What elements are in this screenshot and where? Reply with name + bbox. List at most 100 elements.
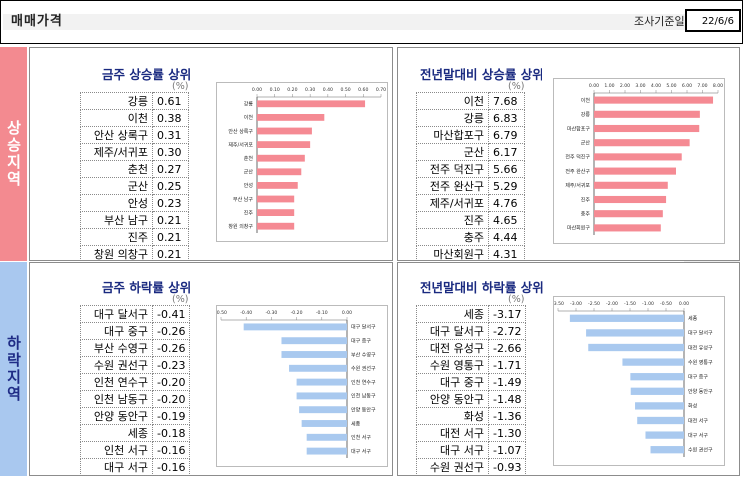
- bar: [622, 358, 684, 366]
- region-value: 6.17: [488, 143, 525, 161]
- table-row: 세종 -0.18: [80, 424, 191, 442]
- tick-label: -1.50: [624, 301, 636, 307]
- chart-svg: 0.00 1.00 2.00 3.00 4.00 5.00 6.00 7.00 8.00 이천강릉…: [565, 83, 723, 235]
- bar: [594, 210, 663, 218]
- region-value: -3.17: [487, 305, 527, 323]
- region-name: 전주 덕진구: [416, 160, 489, 178]
- region-name: 대구 중구: [416, 373, 489, 391]
- bar: [594, 110, 700, 118]
- tick-label: 2.00: [620, 83, 630, 89]
- region-value: -2.72: [487, 322, 527, 340]
- region-name: 진주: [416, 211, 489, 229]
- table-row: 전주 덕진구 5.66: [416, 160, 525, 178]
- region-value: 0.31: [152, 126, 189, 144]
- category-label: 대구 서구: [351, 448, 371, 455]
- category-label: 안양 동안구: [351, 407, 376, 414]
- region-value: -1.36: [487, 407, 527, 425]
- bar: [594, 124, 700, 133]
- tick-label: -0.10: [316, 310, 328, 316]
- tick-label: -0.50: [660, 301, 672, 307]
- region-name: 대구 달서구: [80, 305, 153, 323]
- data-table: 대구 달서구 -0.41 대구 중구 -0.26 부산 수영구 -0.26 수원 권선구 -0…: [80, 305, 191, 476]
- table-row: 군산 0.25: [80, 177, 189, 195]
- category-label: 강릉: [244, 101, 254, 108]
- category-label: 대구 달서구: [688, 330, 713, 337]
- region-value: 0.21: [152, 211, 189, 229]
- category-label: 마산합포구: [567, 125, 590, 132]
- bar: [306, 447, 347, 455]
- region-value: -0.16: [151, 458, 191, 476]
- table-row: 부산 남구 0.21: [80, 211, 189, 229]
- bar: [281, 351, 347, 358]
- region-name: 군산: [416, 143, 489, 161]
- table-row: 춘천 0.27: [80, 160, 189, 178]
- bar: [243, 323, 347, 331]
- panel-title: 전년말대비 하락률 상위: [420, 280, 544, 295]
- bar: [594, 167, 676, 175]
- table-row: 대구 중구 -1.49: [416, 373, 527, 391]
- category-label: 인천 남동구: [351, 393, 376, 400]
- region-name: 진주: [80, 228, 153, 246]
- region-name: 부산 수영구: [80, 339, 153, 357]
- table-row: 인천 서구 -0.16: [80, 441, 191, 459]
- category-label: 안양 동안구: [688, 388, 713, 395]
- table-row: 대구 달서구 -2.72: [416, 322, 527, 340]
- tick-label: 0.70: [376, 87, 386, 93]
- region-value: -0.41: [151, 305, 191, 323]
- tick-label: 0.00: [589, 83, 599, 89]
- table-row: 안양 동안구 -1.48: [416, 390, 527, 408]
- region-name: 대구 달서구: [416, 322, 489, 340]
- region-value: 5.66: [488, 160, 525, 178]
- unit-label: (%): [172, 294, 189, 305]
- bar: [594, 96, 714, 104]
- region-value: -1.48: [487, 390, 527, 408]
- bar: [257, 168, 302, 176]
- region-value: 0.21: [152, 245, 189, 263]
- bar: [569, 314, 684, 322]
- panel-weekly-rise: 금주 상승률 상위 (%) 강릉 0.61 이천 0.38 안산 상록구 0.31 제주/서…: [29, 47, 393, 263]
- bar: [296, 392, 347, 400]
- bar: [588, 343, 684, 352]
- tick-label: -0.50: [217, 310, 227, 316]
- region-value: -0.19: [151, 407, 191, 425]
- page-title: 매매가격: [11, 14, 63, 29]
- region-name: 이천: [80, 109, 153, 127]
- region-value: -0.26: [151, 339, 191, 357]
- bar: [637, 416, 684, 425]
- region-name: 부산 남구: [80, 211, 153, 229]
- region-name: 세종: [80, 424, 153, 442]
- region-name: 창원 의창구: [80, 245, 153, 263]
- table-row: 충주 4.44: [416, 228, 525, 246]
- region-value: -0.20: [151, 373, 191, 391]
- tick-label: 5.00: [666, 83, 676, 89]
- bar: [257, 195, 295, 203]
- panel-ytd-rise: 전년말대비 상승률 상위 (%) 이천 7.68 강릉 6.83 마산합포구 6.79 군산…: [397, 47, 740, 263]
- tick-label: 0.50: [340, 87, 350, 93]
- table-row: 안양 동안구 -0.19: [80, 407, 191, 425]
- region-name: 제주/서귀포: [416, 194, 489, 212]
- data-table: 세종 -3.17 대구 달서구 -2.72 대전 유성구 -2.66 수원 영통구 -1.71…: [416, 305, 527, 476]
- survey-date-field[interactable]: 22/6/6: [685, 9, 741, 32]
- region-name: 군산: [80, 177, 153, 195]
- bar: [630, 373, 684, 381]
- category-label: 대구 중구: [688, 374, 708, 381]
- bar: [594, 139, 690, 147]
- bar: [289, 364, 347, 372]
- category-label: 수원 권선구: [688, 447, 713, 454]
- table-row: 대전 서구 -1.30: [416, 424, 527, 442]
- region-value: 0.21: [152, 228, 189, 246]
- region-name: 마산회원구: [416, 245, 489, 263]
- bar: [257, 100, 366, 108]
- tick-label: 0.20: [287, 87, 297, 93]
- tick-label: 0.00: [679, 301, 689, 307]
- region-name: 전주 완산구: [416, 177, 489, 195]
- region-name: 춘천: [80, 160, 153, 178]
- category-label: 대구 서구: [688, 432, 708, 439]
- region-name: 안양 동안구: [416, 390, 489, 408]
- bar: [296, 378, 347, 386]
- table-row: 제주/서귀포 4.76: [416, 194, 525, 212]
- region-name: 이천: [416, 92, 489, 110]
- category-label: 안산 상록구: [228, 128, 253, 135]
- category-label: 부산 수영구: [351, 351, 376, 358]
